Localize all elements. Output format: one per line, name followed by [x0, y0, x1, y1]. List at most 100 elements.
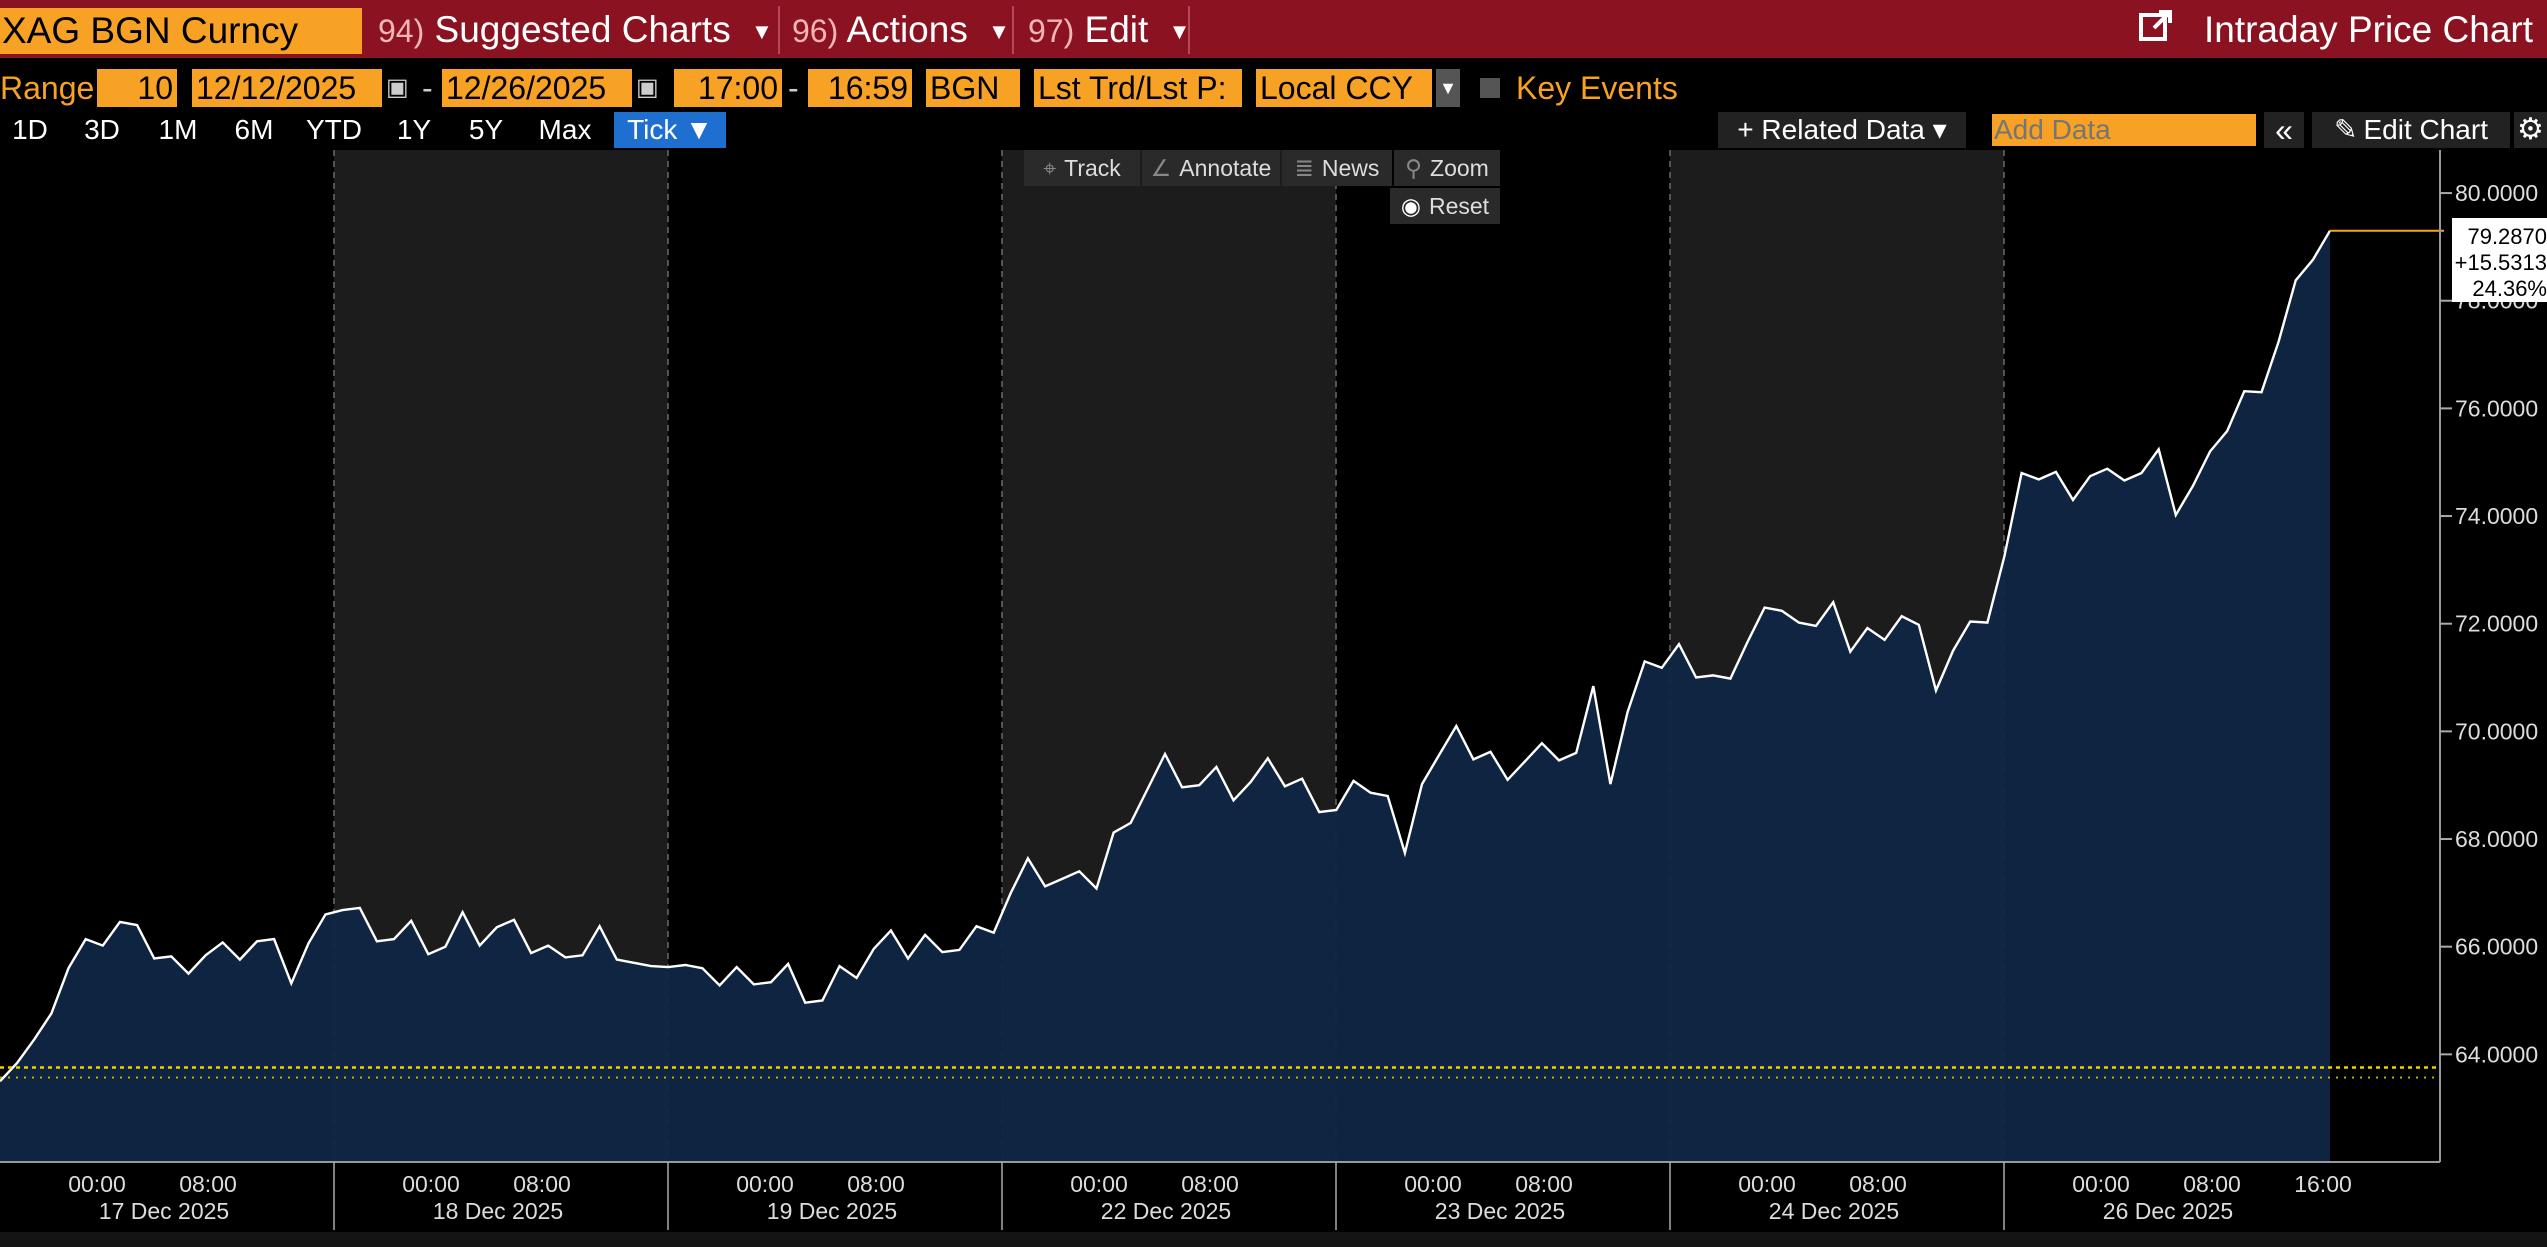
suggested-charts-menu[interactable]: 94) Suggested Charts ▼ [378, 6, 773, 54]
news-tool[interactable]: ≣ News [1282, 150, 1392, 186]
period-ytd[interactable]: YTD [306, 114, 362, 145]
zoom-label: Zoom [1430, 155, 1489, 181]
annotate-label: Annotate [1179, 155, 1272, 181]
x-tick-label: 00:00 [1738, 1171, 1796, 1197]
key-events-checkbox[interactable] [1480, 78, 1500, 98]
y-tick-label: 80.0000 [2455, 180, 2538, 206]
x-tick-label: 08:00 [1181, 1171, 1239, 1197]
y-tick-label: 66.0000 [2455, 934, 2538, 960]
y-tick-label: 72.0000 [2455, 611, 2538, 637]
period-6m[interactable]: 6M [234, 114, 274, 145]
menu-label: Actions [846, 9, 968, 50]
x-tick-label: 00:00 [1404, 1171, 1462, 1197]
period-max[interactable]: Max [538, 114, 592, 145]
date-dash: - [422, 70, 433, 106]
magnifier-icon: ⚲ [1405, 155, 1423, 181]
menu-separator [778, 6, 780, 54]
menu-number: 94) [378, 13, 425, 49]
pencil-icon: ✎ [2334, 114, 2358, 145]
menu-label: Suggested Charts [434, 9, 731, 50]
calendar-icon[interactable]: ▣ [636, 74, 659, 101]
start-date-field[interactable]: 12/12/2025 [192, 69, 382, 107]
period-1d[interactable]: 1D [12, 114, 48, 145]
window-title: Intraday Price Chart [2138, 6, 2533, 54]
y-tick-label: 68.0000 [2455, 826, 2538, 852]
end-time-field[interactable]: 16:59 [808, 69, 912, 107]
price-field-select[interactable]: Lst Trd/Lst P: [1034, 69, 1242, 107]
x-tick-label: 08:00 [513, 1171, 571, 1197]
currency-select[interactable]: Local CCY [1256, 69, 1432, 107]
y-tick-label: 74.0000 [2455, 503, 2538, 529]
start-time-field[interactable]: 17:00 [674, 69, 782, 107]
x-tick-label: 08:00 [179, 1171, 237, 1197]
crosshair-icon: ⌖ [1043, 155, 1057, 181]
news-label: News [1321, 155, 1380, 181]
price-chart[interactable]: 80.000078.000076.000074.000072.000070.00… [0, 150, 2547, 1247]
reset-label: Reset [1428, 193, 1490, 219]
menu-separator [1012, 6, 1014, 54]
last-price-label: 79.2870 [2467, 224, 2547, 249]
add-data-input[interactable] [1992, 114, 2256, 146]
currency-dropdown-arrow[interactable]: ▼ [1436, 69, 1460, 107]
y-tick-label: 64.0000 [2455, 1041, 2538, 1067]
x-date-label: 17 Dec 2025 [99, 1198, 229, 1224]
x-tick-label: 00:00 [736, 1171, 794, 1197]
x-tick-label: 08:00 [1849, 1171, 1907, 1197]
annotate-tool[interactable]: ∠ Annotate [1142, 150, 1280, 186]
reset-icon: ◉ [1400, 193, 1421, 219]
ticker-field[interactable]: XAG BGN Curncy [0, 8, 362, 54]
menu-separator [1188, 6, 1190, 54]
settings-gear-icon[interactable]: ⚙ [2514, 112, 2547, 148]
time-dash: - [788, 70, 799, 106]
bottom-strip [0, 1232, 2547, 1247]
y-tick-label: 70.0000 [2455, 718, 2538, 744]
x-date-label: 26 Dec 2025 [2103, 1198, 2233, 1224]
x-tick-label: 08:00 [1515, 1171, 1573, 1197]
x-date-label: 23 Dec 2025 [1435, 1198, 1565, 1224]
actions-menu[interactable]: 96) Actions ▼ [792, 6, 1010, 54]
end-date-field[interactable]: 12/26/2025 [442, 69, 632, 107]
news-icon: ≣ [1294, 155, 1314, 181]
x-tick-label: 16:00 [2294, 1171, 2352, 1197]
collapse-button[interactable]: « [2264, 112, 2304, 148]
x-tick-label: 00:00 [68, 1171, 126, 1197]
zoom-tool[interactable]: ⚲ Zoom [1394, 150, 1500, 186]
caret-down-icon: ▼ [1168, 19, 1191, 45]
title-bar: XAG BGN Curncy 94) Suggested Charts ▼ 96… [0, 0, 2547, 58]
x-date-label: 24 Dec 2025 [1769, 1198, 1899, 1224]
period-tick[interactable]: Tick ▼ [614, 112, 726, 148]
x-tick-label: 00:00 [402, 1171, 460, 1197]
period-1m[interactable]: 1M [158, 114, 198, 145]
net-change-label: +15.5313 [2455, 250, 2547, 275]
x-tick-label: 00:00 [2072, 1171, 2130, 1197]
popout-icon[interactable] [2138, 8, 2174, 56]
source-field[interactable]: BGN [926, 69, 1020, 107]
edit-menu[interactable]: 97) Edit ▼ [1028, 6, 1190, 54]
period-3d[interactable]: 3D [84, 114, 120, 145]
period-toolbar: 1D 3D 1M 6M YTD 1Y 5Y Max Tick ▼ + Relat… [0, 110, 2547, 150]
pen-icon: ∠ [1150, 155, 1172, 181]
period-5y[interactable]: 5Y [468, 114, 504, 145]
price-line [0, 230, 2332, 1083]
price-area [0, 230, 2330, 1162]
last-value-label: 79.2870 +15.5313 24.36% [2452, 218, 2547, 302]
edit-chart-button[interactable]: ✎ Edit Chart [2312, 112, 2510, 148]
y-axis: 80.000078.000076.000074.000072.000070.00… [2440, 180, 2538, 1067]
related-data-button[interactable]: + Related Data ▾ [1718, 112, 1966, 148]
x-date-label: 22 Dec 2025 [1101, 1198, 1231, 1224]
page-title: Intraday Price Chart [2203, 9, 2533, 50]
key-events-label: Key Events [1516, 70, 1678, 106]
menu-label: Edit [1084, 9, 1149, 50]
period-1y[interactable]: 1Y [396, 114, 432, 145]
x-date-label: 18 Dec 2025 [433, 1198, 563, 1224]
track-tool[interactable]: ⌖ Track [1024, 150, 1140, 186]
calendar-icon[interactable]: ▣ [386, 74, 409, 101]
range-value-field[interactable]: 10 [97, 69, 177, 107]
reset-button[interactable]: ◉ Reset [1390, 188, 1500, 224]
range-label: Range [0, 70, 95, 106]
menu-number: 96) [792, 13, 839, 49]
x-tick-label: 08:00 [847, 1171, 905, 1197]
x-date-label: 19 Dec 2025 [767, 1198, 897, 1224]
range-controls: Range 10 12/12/2025 ▣ - 12/26/2025 ▣ 17:… [0, 66, 2547, 110]
